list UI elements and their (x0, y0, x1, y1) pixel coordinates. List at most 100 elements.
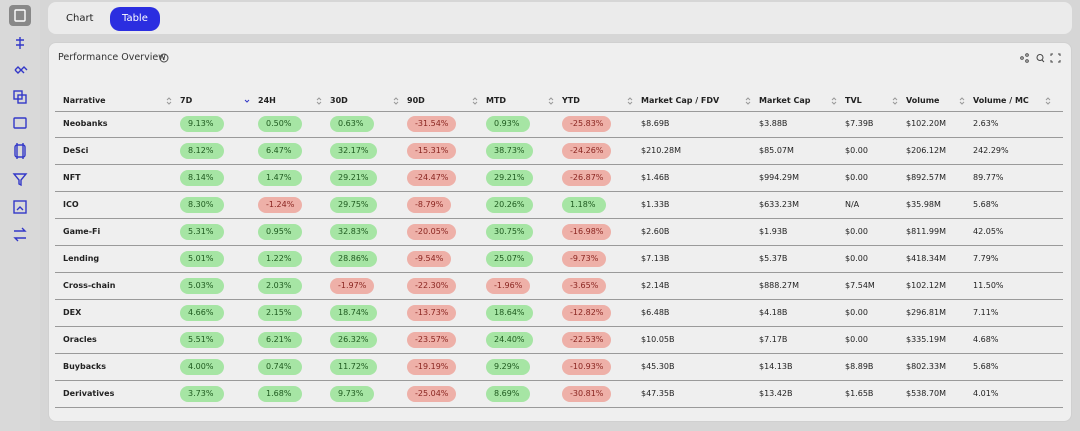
narrative-name: DEX (63, 308, 82, 317)
change-pill: -1.24% (258, 197, 303, 213)
panel-actions[interactable] (1019, 53, 1069, 63)
change-pill: 24.40% (486, 332, 533, 348)
change-pill: -8.79% (407, 197, 452, 213)
sort-icon[interactable] (627, 96, 633, 106)
change-pill: 4.00% (180, 359, 224, 375)
metric-cell: 42.05% (973, 227, 1004, 236)
column-header: Volume / MC (973, 96, 1029, 105)
change-pill: 18.74% (330, 305, 377, 321)
sort-icon[interactable] (831, 96, 837, 106)
row-divider (55, 299, 1063, 300)
metric-cell: 242.29% (973, 146, 1009, 155)
change-pill: 8.12% (180, 143, 224, 159)
sort-icon[interactable] (548, 96, 554, 106)
sort-icon[interactable] (166, 96, 172, 106)
panel: Performance Overview Narrative 7D 24H 30D 90… (48, 42, 1072, 422)
column-header: MTD (486, 96, 507, 105)
change-pill: 18.64% (486, 305, 533, 321)
nav-icon[interactable] (13, 200, 27, 214)
metric-cell: $0.00 (845, 146, 868, 155)
metric-cell: 4.68% (973, 335, 999, 344)
change-pill: 8.69% (486, 386, 530, 402)
change-pill: -10.93% (562, 359, 612, 375)
change-pill: -25.83% (562, 116, 612, 132)
active-icon-bg[interactable] (9, 5, 31, 26)
sort-icon[interactable] (393, 96, 399, 106)
sort-icon[interactable] (959, 96, 965, 106)
narrative-name: ICO (63, 200, 79, 209)
change-pill: 9.13% (180, 116, 224, 132)
change-pill: 9.73% (330, 386, 374, 402)
tab-bar: Chart Table (48, 2, 1072, 34)
metric-cell: 7.11% (973, 308, 999, 317)
change-pill: -1.96% (486, 278, 531, 294)
metric-cell: $1.46B (641, 173, 670, 182)
tab-active[interactable]: Table (110, 7, 160, 31)
metric-cell: $2.14B (641, 281, 670, 290)
sort-icon[interactable] (1045, 96, 1051, 106)
narrative-name: DeSci (63, 146, 89, 155)
change-pill: -25.04% (407, 386, 457, 402)
nav-icon[interactable] (14, 66, 28, 74)
sort-icon[interactable] (892, 96, 898, 106)
sort-icon[interactable] (316, 96, 322, 106)
nav-icon[interactable] (14, 144, 26, 158)
row-divider (55, 218, 1063, 219)
nav-icon[interactable] (12, 173, 28, 187)
change-pill: -9.73% (562, 251, 607, 267)
narrative-name: Oracles (63, 335, 97, 344)
change-pill: -9.54% (407, 251, 452, 267)
change-pill: 11.72% (330, 359, 377, 375)
narrative-name: Neobanks (63, 119, 108, 128)
change-pill: 6.21% (258, 332, 302, 348)
narrative-name: Game-Fi (63, 227, 101, 236)
metric-cell: $7.39B (845, 119, 874, 128)
sort-icon[interactable] (244, 96, 250, 106)
metric-cell: $13.42B (759, 389, 793, 398)
column-header: Volume (906, 96, 940, 105)
sidebar (0, 0, 40, 431)
sort-icon[interactable] (472, 96, 478, 106)
change-pill: 5.31% (180, 224, 224, 240)
change-pill: -1.97% (330, 278, 375, 294)
metric-cell: $102.20M (906, 119, 946, 128)
metric-cell: 7.79% (973, 254, 999, 263)
change-pill: 3.73% (180, 386, 224, 402)
column-header: 30D (330, 96, 348, 105)
change-pill: -15.31% (407, 143, 457, 159)
change-pill: -23.57% (407, 332, 457, 348)
tab[interactable]: Chart (66, 13, 94, 24)
metric-cell: $3.88B (759, 119, 788, 128)
metric-cell: 5.68% (973, 200, 999, 209)
change-pill: 0.63% (330, 116, 374, 132)
metric-cell: $1.93B (759, 227, 788, 236)
change-pill: 1.68% (258, 386, 302, 402)
change-pill: 8.14% (180, 170, 224, 186)
sort-icon[interactable] (745, 96, 751, 106)
nav-icon[interactable] (13, 227, 27, 242)
column-header: Narrative (63, 96, 106, 105)
metric-cell: 5.68% (973, 362, 999, 371)
metric-cell: $335.19M (906, 335, 946, 344)
nav-icon[interactable] (16, 37, 24, 49)
column-header: YTD (562, 96, 580, 105)
change-pill: 5.01% (180, 251, 224, 267)
change-pill: -31.54% (407, 116, 457, 132)
change-pill: 32.83% (330, 224, 377, 240)
nav-icon[interactable] (14, 9, 26, 22)
change-pill: -13.73% (407, 305, 457, 321)
column-header: 7D (180, 96, 193, 105)
metric-cell: $802.33M (906, 362, 946, 371)
info-icon[interactable] (159, 53, 169, 63)
table: Narrative 7D 24H 30D 90D MTD YTD Market Cap / F… (49, 43, 1071, 421)
nav-icon[interactable] (13, 117, 27, 129)
metric-cell: $4.18B (759, 308, 788, 317)
change-pill: 1.22% (258, 251, 302, 267)
change-pill: 0.93% (486, 116, 530, 132)
metric-cell: $0.00 (845, 173, 868, 182)
column-header: 90D (407, 96, 425, 105)
change-pill: 4.66% (180, 305, 224, 321)
row-divider (55, 326, 1063, 327)
metric-cell: $0.00 (845, 254, 868, 263)
change-pill: -12.82% (562, 305, 612, 321)
